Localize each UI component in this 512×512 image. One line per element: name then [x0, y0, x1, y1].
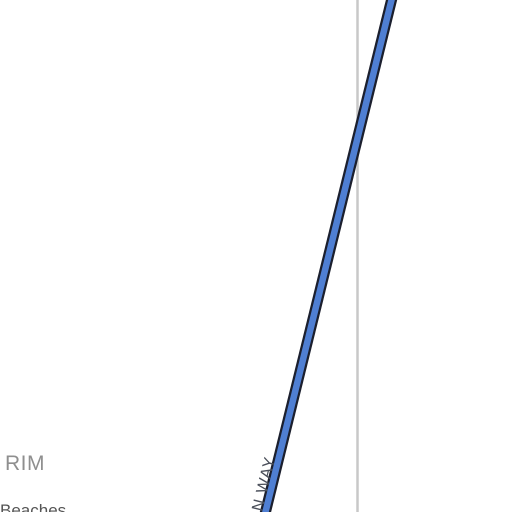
- place-label[interactable]: Beaches: [0, 501, 66, 512]
- road-line[interactable]: [262, 0, 395, 512]
- area-label[interactable]: RIM: [5, 452, 45, 475]
